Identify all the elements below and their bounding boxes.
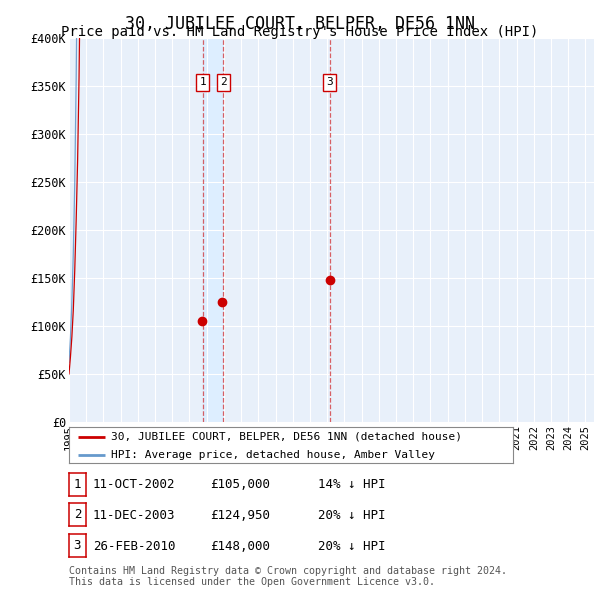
Text: 3: 3 <box>326 77 333 87</box>
Text: 1: 1 <box>200 77 206 87</box>
Text: 30, JUBILEE COURT, BELPER, DE56 1NN (detached house): 30, JUBILEE COURT, BELPER, DE56 1NN (det… <box>111 432 462 442</box>
Text: 2: 2 <box>74 508 81 522</box>
Text: 3: 3 <box>74 539 81 552</box>
Text: 1: 1 <box>74 477 81 491</box>
Text: HPI: Average price, detached house, Amber Valley: HPI: Average price, detached house, Ambe… <box>111 450 435 460</box>
Text: £105,000: £105,000 <box>210 478 270 491</box>
Text: 11-DEC-2003: 11-DEC-2003 <box>93 509 176 522</box>
Text: Price paid vs. HM Land Registry's House Price Index (HPI): Price paid vs. HM Land Registry's House … <box>61 25 539 39</box>
Text: £148,000: £148,000 <box>210 540 270 553</box>
Text: 20% ↓ HPI: 20% ↓ HPI <box>318 509 386 522</box>
Text: 2: 2 <box>220 77 226 87</box>
Text: 14% ↓ HPI: 14% ↓ HPI <box>318 478 386 491</box>
Bar <box>203 38 223 422</box>
Text: 11-OCT-2002: 11-OCT-2002 <box>93 478 176 491</box>
Text: 30, JUBILEE COURT, BELPER, DE56 1NN: 30, JUBILEE COURT, BELPER, DE56 1NN <box>125 15 475 33</box>
Text: 20% ↓ HPI: 20% ↓ HPI <box>318 540 386 553</box>
Text: 26-FEB-2010: 26-FEB-2010 <box>93 540 176 553</box>
Text: Contains HM Land Registry data © Crown copyright and database right 2024.
This d: Contains HM Land Registry data © Crown c… <box>69 566 507 588</box>
Text: £124,950: £124,950 <box>210 509 270 522</box>
